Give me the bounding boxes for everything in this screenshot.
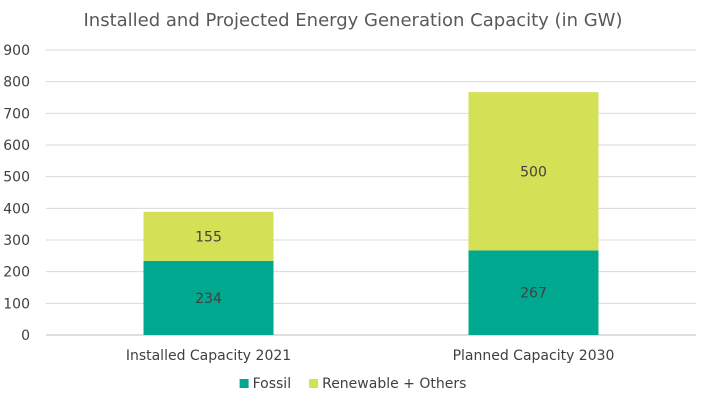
data-label: 267 — [520, 286, 547, 302]
y-tick-label: 0 — [21, 328, 30, 344]
chart-title: Installed and Projected Energy Generatio… — [84, 10, 623, 31]
legend-item: Renewable + Others — [309, 376, 466, 392]
y-tick-label: 100 — [3, 296, 30, 312]
y-tick-label: 700 — [3, 106, 30, 122]
y-tick-label: 600 — [3, 138, 30, 154]
x-axis-categories: Installed Capacity 2021 Planned Capacity … — [126, 348, 615, 364]
data-label: 234 — [195, 291, 222, 307]
legend: Fossil Renewable + Others — [239, 376, 466, 392]
data-labels: 234 155 267 500 — [195, 164, 547, 307]
bar-segment-fossil — [468, 250, 599, 335]
data-label: 155 — [195, 229, 222, 245]
bar-segment-renewable-others — [468, 92, 599, 251]
legend-item: Fossil — [239, 376, 292, 392]
y-axis-ticks: 0 100 200 300 400 500 600 700 800 900 — [3, 43, 30, 344]
bar-segment-renewable-others — [143, 211, 274, 261]
y-tick-label: 900 — [3, 43, 30, 59]
legend-label: Renewable + Others — [322, 376, 466, 392]
y-tick-label: 400 — [3, 201, 30, 217]
legend-swatch — [239, 379, 249, 388]
x-category-label: Installed Capacity 2021 — [126, 348, 291, 364]
bars — [143, 92, 599, 335]
y-tick-label: 200 — [3, 265, 30, 281]
data-label: 500 — [520, 164, 547, 180]
x-category-label: Planned Capacity 2030 — [453, 348, 615, 364]
y-tick-label: 300 — [3, 233, 30, 249]
y-tick-label: 800 — [3, 75, 30, 91]
bar-segment-fossil — [143, 260, 274, 335]
legend-swatch — [309, 379, 319, 388]
legend-label: Fossil — [253, 376, 292, 392]
y-tick-label: 500 — [3, 170, 30, 186]
